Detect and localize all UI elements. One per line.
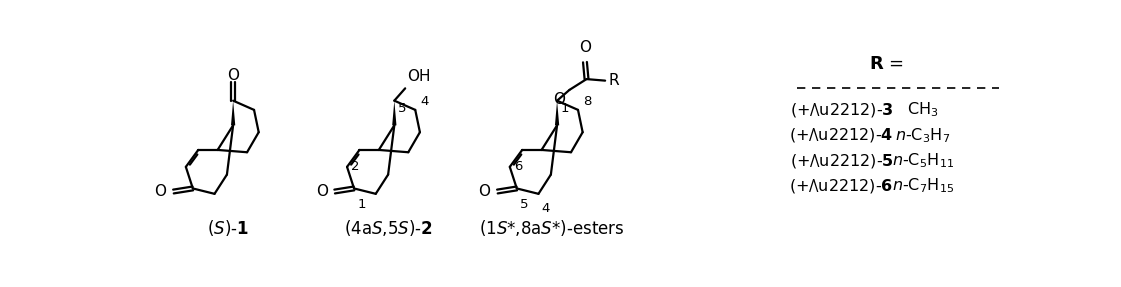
- Text: $\mathit{n}$-C$_7$H$_{15}$: $\mathit{n}$-C$_7$H$_{15}$: [892, 177, 954, 195]
- Text: (+/\u2212)-$\mathbf{6}$: (+/\u2212)-$\mathbf{6}$: [789, 177, 893, 195]
- Text: 1: 1: [358, 198, 365, 211]
- Text: $\mathit{n}$-C$_5$H$_{11}$: $\mathit{n}$-C$_5$H$_{11}$: [892, 151, 954, 170]
- Text: R: R: [609, 73, 620, 88]
- Text: O: O: [228, 68, 239, 83]
- Text: O: O: [578, 40, 591, 55]
- Text: 1: 1: [560, 102, 569, 115]
- Text: O: O: [553, 92, 565, 107]
- Text: 6: 6: [513, 160, 522, 173]
- Text: (+/\u2212)-$\mathbf{5}$: (+/\u2212)-$\mathbf{5}$: [789, 152, 893, 170]
- Text: CH$_3$: CH$_3$: [907, 100, 938, 119]
- Text: (1$\mathit{S}$*,8a$\mathit{S}$*)-esters: (1$\mathit{S}$*,8a$\mathit{S}$*)-esters: [479, 218, 624, 238]
- Text: 4: 4: [420, 95, 429, 108]
- Text: 5: 5: [520, 198, 528, 211]
- Text: O: O: [155, 184, 167, 199]
- Text: 4: 4: [541, 201, 550, 214]
- Polygon shape: [392, 101, 397, 125]
- Text: 8: 8: [583, 95, 592, 108]
- Text: O: O: [479, 184, 490, 199]
- Text: ($\mathit{S}$)-$\mathbf{1}$: ($\mathit{S}$)-$\mathbf{1}$: [206, 218, 249, 238]
- Text: (+/\u2212)-$\mathbf{4}$: (+/\u2212)-$\mathbf{4}$: [789, 126, 893, 144]
- Text: (4a$\mathit{S}$,5$\mathit{S}$)-$\mathbf{2}$: (4a$\mathit{S}$,5$\mathit{S}$)-$\mathbf{…: [344, 218, 434, 238]
- Text: 2: 2: [351, 160, 360, 173]
- Polygon shape: [231, 101, 235, 125]
- Text: (+/\u2212)-$\mathbf{3}$: (+/\u2212)-$\mathbf{3}$: [789, 101, 893, 119]
- Text: $\mathbf{R}$ =: $\mathbf{R}$ =: [869, 55, 904, 73]
- Text: O: O: [316, 184, 327, 199]
- Text: OH: OH: [408, 69, 430, 84]
- Text: $\mathit{n}$-C$_3$H$_7$: $\mathit{n}$-C$_3$H$_7$: [896, 126, 951, 145]
- Polygon shape: [555, 101, 559, 125]
- Text: 5: 5: [398, 102, 407, 115]
